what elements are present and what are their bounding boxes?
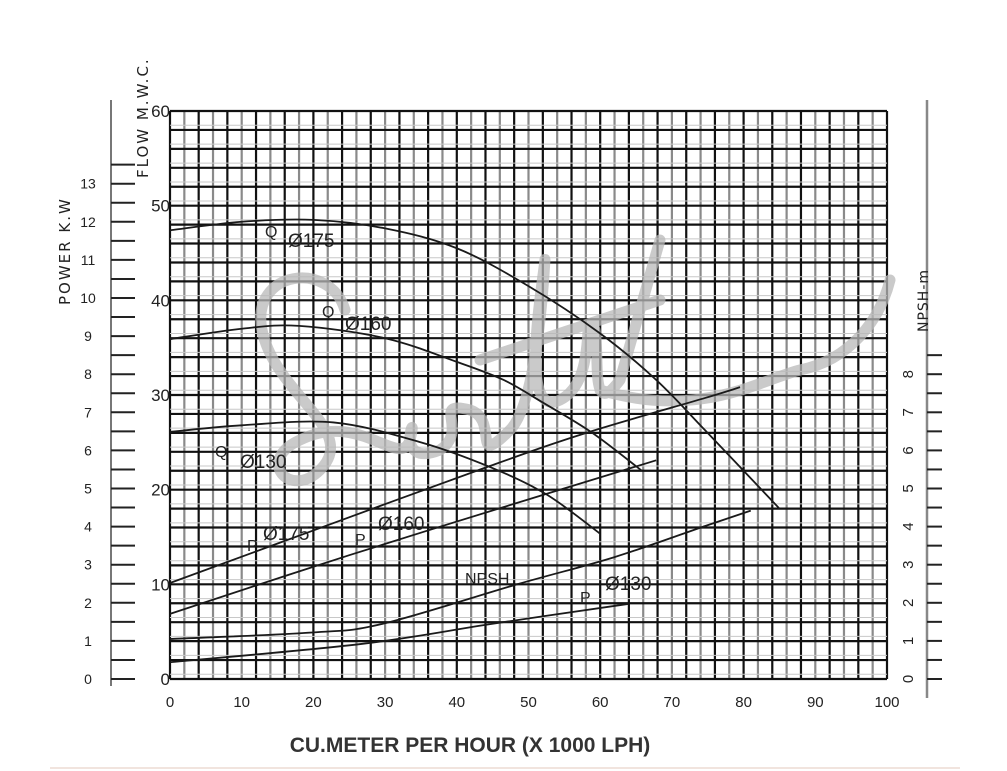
p-130-diameter-label: Ø130 [605, 574, 651, 595]
p-175-diameter-label: Ø175 [263, 524, 309, 545]
power-axis-title: POWER K.W [56, 197, 74, 305]
p-160-diameter-label: Ø160 [378, 514, 424, 535]
q-175-curve [169, 218, 781, 510]
power-tick-label: 1 [84, 633, 92, 649]
head-tick-label: 40 [151, 291, 170, 310]
watermark-signature [255, 234, 896, 487]
x-tick-label: 100 [874, 694, 899, 711]
curve-labels: Q Ø175 Q Ø160 Q Ø130 P Ø175 P Ø160 P Ø130 NPSH [215, 224, 651, 607]
head-tick-label: 50 [151, 197, 170, 216]
power-tick-label: 3 [84, 557, 92, 573]
power-tick-label: 13 [80, 176, 96, 192]
power-tick-label: 8 [84, 366, 92, 382]
npsh-tick-label: 5 [900, 484, 917, 492]
power-tick-label: 2 [84, 595, 92, 611]
power-tick-label: 5 [84, 481, 92, 497]
npsh-tick-label: 3 [900, 561, 917, 569]
x-tick-label: 50 [520, 694, 537, 711]
x-tick-label: 20 [305, 694, 322, 711]
power-tick-label: 12 [80, 214, 96, 230]
npsh-tick-label: 0 [900, 675, 917, 683]
curves [169, 218, 781, 664]
x-tick-label: 40 [448, 694, 465, 711]
npsh-tick-label: 4 [900, 522, 917, 530]
axes: 0 10 20 30 40 50 60 70 80 90 100010203040506001234… [80, 100, 942, 711]
p-175-letter-label: P [247, 538, 258, 555]
x-tick-label: 70 [664, 694, 681, 711]
x-tick-label: 30 [377, 694, 394, 711]
head-tick-label: 20 [151, 481, 170, 500]
p-130-letter-label: P [580, 590, 591, 607]
npsh-tick-label: 7 [900, 408, 917, 416]
power-tick-label: 7 [84, 404, 92, 420]
x-tick-label: 10 [233, 694, 250, 711]
head-tick-label: 30 [151, 386, 170, 405]
x-tick-label: 60 [592, 694, 609, 711]
power-tick-label: 0 [84, 671, 92, 687]
power-tick-label: 11 [81, 252, 96, 268]
npsh-letter-label: NPSH [465, 571, 509, 588]
npsh-tick-label: 1 [900, 637, 917, 645]
npsh-tick-label: 2 [900, 599, 917, 607]
head-tick-label: 60 [151, 102, 170, 121]
npsh-tick-label: 6 [900, 446, 917, 454]
p-130-curve [169, 603, 629, 664]
p-175-curve [169, 386, 741, 584]
watermark-stroke [255, 234, 896, 487]
x-tick-label: 80 [735, 694, 752, 711]
npsh-curve [169, 509, 752, 640]
power-tick-label: 9 [84, 328, 92, 344]
npsh-tick-label: 8 [900, 370, 917, 378]
q-175-letter-label: Q [265, 224, 277, 241]
power-tick-label: 4 [84, 519, 92, 535]
q-130-diameter-label: Ø130 [240, 452, 286, 473]
x-axis-title: CU.METER PER HOUR (X 1000 LPH) [290, 734, 651, 757]
power-tick-label: 10 [80, 290, 96, 306]
q-160-curve [169, 324, 643, 472]
q-130-letter-label: Q [215, 444, 227, 461]
head-tick-label: 10 [151, 575, 170, 594]
head-tick-label: 0 [161, 670, 170, 689]
x-tick-label: 0 [166, 694, 174, 711]
head-axis-title: FLOW M.W.C. [134, 57, 152, 178]
npsh-axis-title: NPSH-m [916, 269, 932, 332]
x-tick-label: 90 [807, 694, 824, 711]
p-160-letter-label: P [355, 532, 366, 549]
q-160-letter-label: Q [322, 304, 334, 321]
p-160-curve [169, 459, 657, 615]
power-tick-label: 6 [84, 442, 92, 458]
q-175-diameter-label: Ø175 [288, 231, 334, 252]
q-160-diameter-label: Ø160 [345, 314, 391, 335]
